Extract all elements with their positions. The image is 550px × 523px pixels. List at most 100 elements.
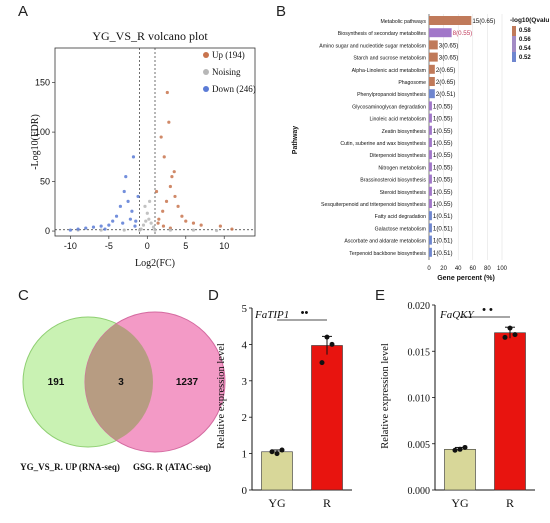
pathway-category-label: Ascorbate and aldarate metabolism	[344, 239, 426, 245]
pathway-category-label: Diterpenoid biosynthesis	[369, 153, 426, 159]
pathway-bar-label: 2(0.65)	[436, 79, 456, 86]
pathway-bar	[429, 174, 432, 184]
expr-replicate-point	[319, 360, 325, 366]
pathway-bar	[429, 64, 435, 74]
volcano-point	[154, 189, 159, 194]
volcano-point	[168, 228, 172, 232]
venn-left-count: 191	[48, 377, 65, 388]
volcano-point	[145, 211, 149, 215]
volcano-legend-label: Down (246)	[212, 84, 256, 94]
volcano-point	[122, 189, 126, 194]
faqky-ylabel: Relative expression level	[380, 343, 391, 449]
volcano-point	[68, 228, 72, 232]
pathway-category-label: Galactose metabolism	[375, 226, 426, 232]
volcano-point	[128, 217, 132, 221]
volcano-point	[218, 224, 222, 228]
pathway-bar	[429, 186, 432, 196]
volcano-point	[156, 221, 160, 225]
volcano-point	[141, 223, 146, 227]
pathway-category-label: Glycosaminoglycan degradation	[352, 104, 426, 110]
pathway-bar	[429, 28, 452, 38]
volcano-plot: YG_VS_R volcano plot -10 -5 0 5 10050100150 …	[30, 29, 256, 269]
expr-replicate-point	[507, 325, 513, 331]
expr-replicate-point	[462, 444, 468, 450]
volcano-point	[230, 227, 234, 231]
pathway-legend-value: 0.52	[519, 55, 531, 61]
fatip1-ylabel: Relative expression level	[216, 343, 227, 449]
pathway-category-label: Amino sugar and nucleotide sugar metabol…	[319, 43, 426, 49]
volcano-point	[149, 221, 153, 225]
volcano-xtick-label: -10	[64, 241, 77, 251]
expr-replicate-point	[269, 449, 275, 455]
significance-marker: ••	[301, 307, 309, 319]
volcano-point	[103, 227, 107, 231]
volcano-point	[121, 221, 125, 225]
volcano-ytick-label: 100	[35, 127, 50, 137]
volcano-point	[172, 170, 176, 174]
pathway-category-label: Fatty acid degradation	[375, 214, 426, 220]
expr-replicate-point	[279, 447, 285, 453]
pathway-category-label: Terpenoid backbone biosynthesis	[349, 251, 426, 257]
volcano-point	[173, 194, 177, 199]
expr-ytick-label: 4	[242, 339, 248, 351]
expr-ytick-label: 0	[242, 485, 248, 497]
volcano-legend-marker	[203, 86, 209, 92]
volcano-point	[118, 204, 122, 208]
volcano-point	[148, 199, 152, 203]
volcano-ylabel: -Log10(FDR)	[30, 114, 41, 170]
pathway-bar-label: 1(0.51)	[433, 250, 453, 257]
panel-label-e: E	[375, 287, 385, 304]
pathway-category-label: Phenylpropanoid biosynthesis	[357, 92, 426, 98]
pathway-category-label: Starch and sucrose metabolism	[353, 56, 426, 62]
volcano-point	[111, 219, 115, 223]
pathway-bar-label: 2(0.51)	[436, 91, 456, 98]
expr-category-label: R	[506, 496, 514, 510]
volcano-point	[153, 228, 157, 232]
pathway-bar-label: 1(0.55)	[433, 140, 453, 147]
volcano-point	[76, 227, 80, 231]
expr-replicate-point	[457, 446, 463, 452]
volcano-point	[114, 214, 119, 218]
pathway-category-label: Biosynthesis of secondary metabolites	[338, 31, 427, 37]
venn-diagram: 191 3 1237 YG_VS_R. UP (RNA-seq) GSG. R …	[20, 311, 226, 472]
volcano-point	[162, 155, 166, 159]
expr-bar	[311, 345, 343, 491]
venn-overlap-region	[85, 317, 153, 447]
pathway-category-label: Phagosome	[398, 80, 426, 86]
volcano-point	[164, 199, 169, 203]
pathway-legend-gradient-bottom	[512, 52, 516, 62]
pathway-bar-label: 1(0.55)	[433, 164, 453, 171]
pathway-bar	[429, 40, 438, 50]
expr-replicate-point	[512, 332, 518, 338]
significance-marker: • •	[482, 304, 493, 316]
volcano-point	[214, 228, 219, 233]
pathway-xtick-label: 20	[440, 266, 447, 272]
pathway-bar	[429, 125, 432, 135]
expr-replicate-point	[324, 334, 330, 340]
pathway-ylabel: Pathway	[292, 126, 299, 155]
pathway-bar	[429, 150, 432, 160]
volcano-point	[107, 223, 111, 227]
expr-ytick-label: 0.000	[408, 486, 431, 497]
volcano-point	[159, 135, 163, 139]
volcano-point	[143, 204, 147, 208]
volcano-ytick-label: 50	[40, 177, 50, 187]
fatip1-title: FaTIP1	[254, 309, 289, 321]
volcano-point	[122, 228, 126, 232]
pathway-bar	[429, 101, 432, 111]
panel-label-b: B	[276, 3, 286, 20]
volcano-point	[161, 209, 165, 213]
volcano-point	[191, 228, 196, 232]
venn-left-label: YG_VS_R. UP (RNA-seq)	[20, 462, 120, 472]
expr-ytick-label: 0.020	[408, 301, 431, 312]
expr-replicate-point	[329, 341, 335, 347]
pathway-category-label: Alpha-Linolenic acid metabolism	[352, 68, 426, 74]
pathway-legend-gradient	[512, 26, 516, 62]
volcano-point	[84, 226, 88, 230]
pathway-bar-label: 15(0.65)	[472, 18, 495, 25]
pathway-bar-label: 1(0.55)	[433, 177, 453, 184]
pathway-bar	[429, 223, 432, 233]
fatip1-chart: FaTIP1 Relative expression level 0 1 2 3 4 5 Y…	[216, 303, 352, 510]
pathway-bar-label: 3(0.65)	[439, 42, 459, 49]
pathway-category-label: Linoleic acid metabolism	[369, 117, 426, 123]
